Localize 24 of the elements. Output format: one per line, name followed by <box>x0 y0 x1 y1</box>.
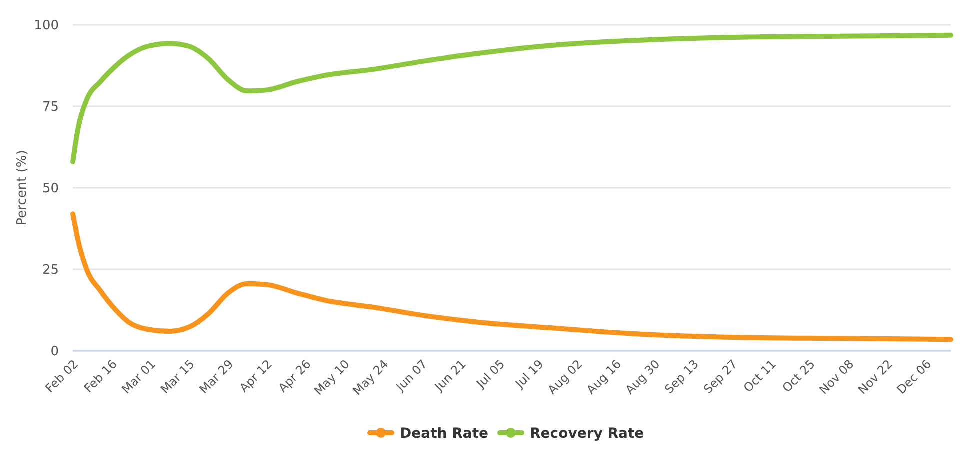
x-tick-label: Mar 29 <box>196 357 236 397</box>
y-tick-label: 100 <box>34 18 59 34</box>
x-tick-label: Oct 11 <box>741 357 780 396</box>
y-tick-label: 75 <box>42 100 59 116</box>
y-tick-label: 50 <box>42 182 59 197</box>
x-tick-label: Apr 12 <box>236 357 275 396</box>
x-tick-label: Sep 13 <box>662 357 702 397</box>
x-tick-label: Jun 21 <box>432 357 469 395</box>
x-tick-label: Jun 07 <box>392 357 430 395</box>
x-tick-label: Mar 15 <box>158 357 198 397</box>
x-tick-label: Apr 26 <box>276 357 314 396</box>
x-tick-label: Oct 25 <box>780 357 818 396</box>
y-tick-label: 0 <box>50 344 59 360</box>
x-tick-label: Sep 27 <box>700 357 740 397</box>
y-axis-title: Percent (%) <box>15 150 30 226</box>
legend-label: Death Rate <box>400 426 489 442</box>
x-tick-label: Feb 16 <box>81 357 120 396</box>
x-tick-label: Jul 05 <box>473 357 508 392</box>
x-tick-label: Mar 01 <box>119 357 159 397</box>
x-tick-label: Feb 02 <box>42 357 82 396</box>
y-tick-label: 25 <box>42 263 59 278</box>
x-tick-label: Dec 06 <box>894 357 934 398</box>
x-tick-label: Jul 19 <box>512 357 546 392</box>
legend-label: Recovery Rate <box>530 426 644 442</box>
